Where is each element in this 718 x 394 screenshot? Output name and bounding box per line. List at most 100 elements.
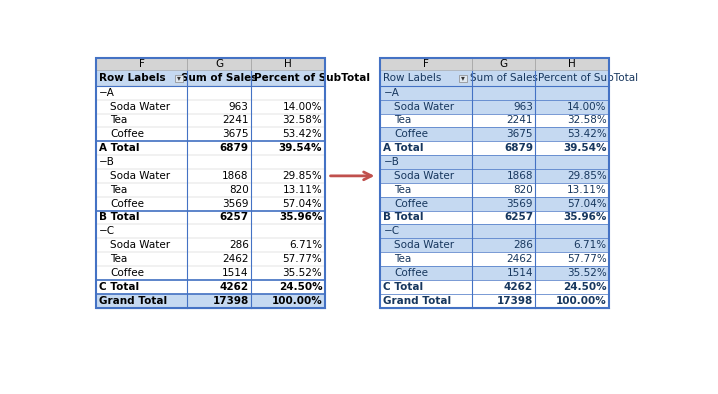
Bar <box>381 113 609 127</box>
Text: 35.52%: 35.52% <box>282 268 322 278</box>
Text: 4262: 4262 <box>504 282 533 292</box>
Bar <box>381 86 609 100</box>
Text: 2462: 2462 <box>222 254 248 264</box>
Text: Tea: Tea <box>394 185 411 195</box>
Bar <box>96 197 325 210</box>
Text: 6879: 6879 <box>220 143 248 153</box>
Text: −B: −B <box>99 157 115 167</box>
Text: C Total: C Total <box>383 282 424 292</box>
Text: 286: 286 <box>229 240 248 250</box>
Text: 100.00%: 100.00% <box>271 296 322 306</box>
Text: Row Labels: Row Labels <box>383 73 442 83</box>
Text: 35.96%: 35.96% <box>564 212 607 223</box>
Text: 1868: 1868 <box>222 171 248 181</box>
Text: Coffee: Coffee <box>110 199 144 208</box>
Bar <box>251 71 325 86</box>
Text: H: H <box>284 59 292 69</box>
Text: 57.77%: 57.77% <box>282 254 322 264</box>
Text: B Total: B Total <box>383 212 424 223</box>
Bar <box>96 252 325 266</box>
Bar <box>175 74 183 82</box>
Text: 57.77%: 57.77% <box>567 254 607 264</box>
Bar <box>381 210 609 224</box>
Text: 53.42%: 53.42% <box>567 129 607 139</box>
Text: 1868: 1868 <box>507 171 533 181</box>
Bar <box>96 100 325 113</box>
Text: 32.58%: 32.58% <box>567 115 607 125</box>
Text: 2241: 2241 <box>507 115 533 125</box>
Bar <box>96 183 325 197</box>
Bar <box>381 294 609 308</box>
Text: Tea: Tea <box>394 254 411 264</box>
Text: 53.42%: 53.42% <box>282 129 322 139</box>
Text: Sum of Sales: Sum of Sales <box>470 73 538 83</box>
Text: 6257: 6257 <box>220 212 248 223</box>
Text: 13.11%: 13.11% <box>567 185 607 195</box>
Bar <box>96 71 187 86</box>
Text: G: G <box>500 59 508 69</box>
Text: Grand Total: Grand Total <box>99 296 167 306</box>
Text: 29.85%: 29.85% <box>282 171 322 181</box>
Bar <box>381 280 609 294</box>
Bar <box>96 86 325 100</box>
Bar <box>96 266 325 280</box>
Text: Tea: Tea <box>110 185 127 195</box>
Bar <box>381 169 609 183</box>
Text: 820: 820 <box>229 185 248 195</box>
Text: Grand Total: Grand Total <box>383 296 452 306</box>
Bar <box>472 58 536 71</box>
Text: 2241: 2241 <box>222 115 248 125</box>
Bar <box>536 58 609 71</box>
Text: −C: −C <box>99 226 115 236</box>
Bar <box>536 71 609 86</box>
Bar <box>251 58 325 71</box>
Bar <box>96 238 325 252</box>
Bar <box>381 197 609 210</box>
Text: 17398: 17398 <box>497 296 533 306</box>
Text: F: F <box>139 59 144 69</box>
Bar <box>96 113 325 127</box>
Bar <box>96 58 187 71</box>
Bar <box>96 280 325 294</box>
Text: Coffee: Coffee <box>394 129 429 139</box>
Text: −A: −A <box>383 88 399 98</box>
Text: Row Labels: Row Labels <box>99 73 166 83</box>
Bar <box>381 58 472 71</box>
Bar <box>96 127 325 141</box>
Bar <box>381 127 609 141</box>
Bar <box>96 155 325 169</box>
Bar <box>381 141 609 155</box>
Text: Percent of SubTotal: Percent of SubTotal <box>538 73 638 83</box>
Text: 35.52%: 35.52% <box>567 268 607 278</box>
Text: 286: 286 <box>513 240 533 250</box>
Text: 4262: 4262 <box>220 282 248 292</box>
Bar <box>381 266 609 280</box>
Text: 57.04%: 57.04% <box>567 199 607 208</box>
Text: 3675: 3675 <box>222 129 248 139</box>
Text: F: F <box>423 59 429 69</box>
Text: 3569: 3569 <box>507 199 533 208</box>
Text: 14.00%: 14.00% <box>283 102 322 112</box>
Bar <box>96 224 325 238</box>
Text: ▾: ▾ <box>177 74 181 83</box>
Text: A Total: A Total <box>383 143 424 153</box>
Bar <box>381 238 609 252</box>
Text: Sum of Sales: Sum of Sales <box>181 73 257 83</box>
Text: 963: 963 <box>513 102 533 112</box>
Bar <box>381 224 609 238</box>
Text: Soda Water: Soda Water <box>110 102 170 112</box>
Text: Tea: Tea <box>110 254 127 264</box>
Text: −A: −A <box>99 88 115 98</box>
Text: A Total: A Total <box>99 143 139 153</box>
Text: 1514: 1514 <box>222 268 248 278</box>
Bar <box>381 252 609 266</box>
Bar <box>96 210 325 224</box>
Text: 29.85%: 29.85% <box>567 171 607 181</box>
Bar <box>472 71 536 86</box>
Bar <box>187 71 251 86</box>
Text: C Total: C Total <box>99 282 139 292</box>
Text: 57.04%: 57.04% <box>283 199 322 208</box>
Text: 820: 820 <box>513 185 533 195</box>
Text: Soda Water: Soda Water <box>394 171 454 181</box>
Text: 24.50%: 24.50% <box>563 282 607 292</box>
